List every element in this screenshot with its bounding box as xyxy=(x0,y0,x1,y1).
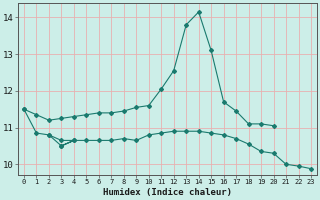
X-axis label: Humidex (Indice chaleur): Humidex (Indice chaleur) xyxy=(103,188,232,197)
